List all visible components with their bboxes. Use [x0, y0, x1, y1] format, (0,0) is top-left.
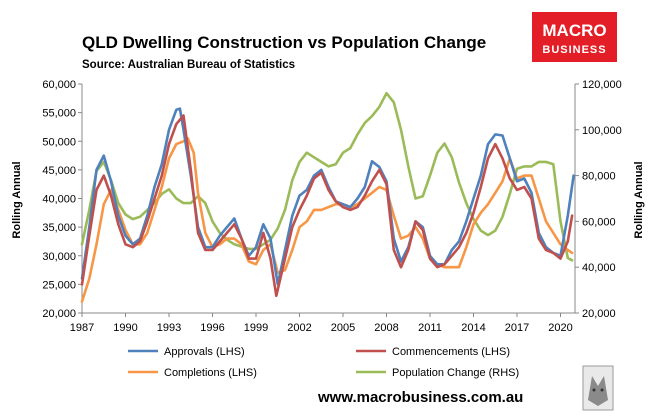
- y-left-tick-label: 40,000: [42, 194, 76, 206]
- y-left-tick-label: 60,000: [42, 79, 76, 91]
- x-tick-label: 1993: [157, 322, 181, 334]
- wolf-emblem-icon: [582, 365, 614, 411]
- legend-label-commencements-lhs: Commencements (LHS): [392, 346, 510, 358]
- chart-subtitle: Source: Australian Bureau of Statistics: [82, 59, 295, 71]
- chart-axes: 20,000 25,000 30,000 35,000 40,000 45,000 50,0…: [42, 79, 621, 334]
- y-right-tick-label: 120,000: [582, 79, 622, 91]
- chart-title: QLD Dwelling Construction vs Population …: [82, 33, 486, 52]
- y-left-tick-label: 25,000: [42, 279, 76, 291]
- x-tick-label: 1999: [244, 322, 268, 334]
- y-right-tick-label: 40,000: [582, 262, 616, 274]
- x-tick-label: 2014: [461, 322, 485, 334]
- y-right-tick-label: 20,000: [582, 308, 616, 320]
- chart-series: [80, 91, 575, 303]
- x-tick-label: 2020: [548, 322, 572, 334]
- chart-legend: Approvals (LHS) Commencements (LHS) Comple…: [128, 346, 519, 379]
- legend-label-population-change-rhs: Population Change (RHS): [392, 367, 519, 379]
- logo-line1: MACRO: [542, 21, 606, 40]
- series-line-population-change-rhs: [80, 91, 574, 262]
- x-tick-label: 2002: [287, 322, 311, 334]
- logo-line2: BUSINESS: [542, 44, 606, 56]
- x-tick-label: 2005: [331, 322, 355, 334]
- legend-label-approvals-lhs: Approvals (LHS): [164, 346, 245, 358]
- y-right-tick-label: 80,000: [582, 171, 616, 183]
- y-right-tick-label: 60,000: [582, 216, 616, 228]
- x-tick-label: 1987: [70, 322, 94, 334]
- y-left-tick-label: 30,000: [42, 251, 76, 263]
- y-right-tick-label: 100,000: [582, 125, 622, 137]
- y-axis-right-label: Rolling Annual: [633, 161, 645, 238]
- x-tick-label: 2011: [418, 322, 442, 334]
- x-tick-label: 1990: [113, 322, 137, 334]
- y-axis-left-label: Rolling Annual: [11, 161, 23, 238]
- x-tick-label: 2017: [505, 322, 529, 334]
- y-left-tick-label: 35,000: [42, 222, 76, 234]
- y-left-tick-label: 55,000: [42, 108, 76, 120]
- series-line-completions-lhs: [80, 137, 574, 303]
- logo-background: [532, 12, 617, 62]
- y-left-tick-label: 45,000: [42, 165, 76, 177]
- y-left-tick-label: 50,000: [42, 136, 76, 148]
- footer-url: www.macrobusiness.com.au: [317, 389, 523, 406]
- macrobusiness-logo: MACRO BUSINESS: [532, 12, 617, 62]
- series-line-commencements-lhs: [80, 114, 574, 298]
- y-left-tick-label: 20,000: [42, 308, 76, 320]
- x-tick-label: 1996: [200, 322, 224, 334]
- legend-label-completions-lhs: Completions (LHS): [164, 367, 257, 379]
- x-tick-label: 2008: [374, 322, 398, 334]
